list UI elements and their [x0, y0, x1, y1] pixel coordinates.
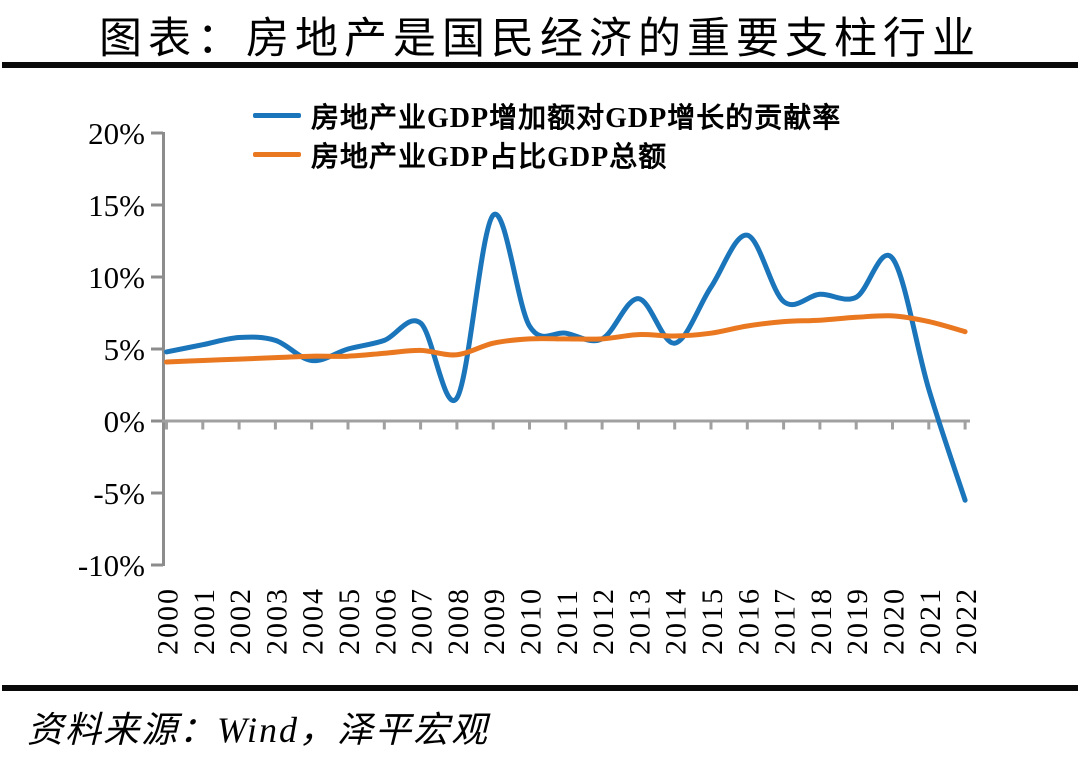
chart-plot-region: 20% 15% 10% 5% 0% -5% -10% 2000 2001 2002 2003 2004… — [0, 70, 1080, 685]
x-axis-year-label: 2020 — [878, 587, 911, 655]
x-axis-year-label: 2016 — [732, 587, 765, 655]
x-axis-year-label: 2021 — [914, 587, 947, 655]
x-axis-year-label: 2010 — [515, 587, 548, 655]
y-axis-tick-label: 20% — [88, 116, 145, 151]
x-axis-year-label: 2007 — [406, 587, 439, 655]
x-axis-year-label: 2022 — [950, 587, 983, 655]
line-chart-canvas: 20% 15% 10% 5% 0% -5% -10%2000 2001 2002 2003 2004… — [78, 116, 983, 655]
source-note: 资料来源：Wind，泽平宏观 — [27, 710, 490, 750]
legend-line-swatch-orange — [253, 152, 301, 157]
x-axis-year-label: 2014 — [660, 587, 693, 655]
legend-label-contribution-rate: 房地产业GDP增加额对GDP增长的贡献率 — [311, 102, 842, 134]
legend-line-swatch-blue — [253, 113, 301, 118]
series-line-contribution-rate — [164, 211, 968, 503]
x-axis-year-label: 2011 — [551, 588, 584, 655]
footer-divider-rule — [2, 685, 1078, 691]
x-axis-year-label: 2009 — [478, 587, 511, 655]
chart-legend: 房地产业GDP增加额对GDP增长的贡献率 房地产业GDP占比GDP总额 — [253, 100, 841, 173]
x-axis-year-label: 2015 — [696, 587, 729, 655]
series-line-gdp-share — [164, 313, 968, 365]
x-axis-year-label: 2002 — [224, 587, 257, 655]
legend-item-gdp-share: 房地产业GDP占比GDP总额 — [253, 139, 841, 173]
x-axis-year-label: 2013 — [623, 587, 656, 655]
y-axis-tick-label: 10% — [88, 260, 145, 295]
title-divider-rule — [2, 62, 1078, 68]
y-axis-tick-label: 0% — [104, 404, 145, 439]
y-axis-tick-label: 5% — [104, 332, 145, 367]
x-axis-year-label: 2001 — [188, 587, 221, 655]
y-axis-tick-label: 15% — [88, 188, 145, 223]
x-axis-year-label: 2005 — [333, 587, 366, 655]
y-axis-tick-label: -5% — [93, 476, 145, 511]
x-axis-year-label: 2012 — [587, 587, 620, 655]
legend-label-gdp-share: 房地产业GDP占比GDP总额 — [311, 141, 668, 173]
x-axis-year-label: 2006 — [369, 587, 402, 655]
x-axis-year-label: 2017 — [769, 587, 802, 655]
x-axis-year-label: 2018 — [805, 587, 838, 655]
x-axis-year-label: 2003 — [260, 587, 293, 655]
x-axis-year-label: 2000 — [152, 587, 185, 655]
x-axis-year-label: 2008 — [442, 587, 475, 655]
y-axis-tick-label: -10% — [78, 548, 145, 583]
chart-title: 图表：房地产是国民经济的重要支柱行业 — [99, 16, 981, 63]
x-axis-year-label: 2004 — [297, 587, 330, 655]
legend-item-contribution-rate: 房地产业GDP增加额对GDP增长的贡献率 — [253, 100, 841, 134]
x-axis-year-label: 2019 — [841, 587, 874, 655]
